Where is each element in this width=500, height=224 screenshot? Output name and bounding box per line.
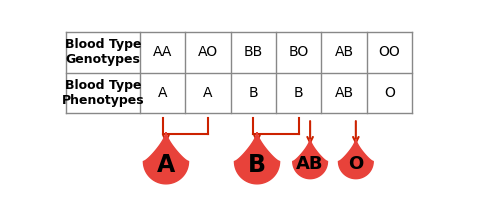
Text: O: O (348, 155, 364, 173)
Text: AA: AA (153, 45, 172, 59)
Polygon shape (144, 132, 188, 184)
Text: B: B (294, 86, 304, 100)
Text: OO: OO (378, 45, 400, 59)
Text: A: A (204, 86, 213, 100)
Text: Blood Type
Genotypes: Blood Type Genotypes (65, 38, 142, 66)
Text: AB: AB (334, 45, 353, 59)
Text: AO: AO (198, 45, 218, 59)
Text: AB: AB (334, 86, 353, 100)
Text: AB: AB (296, 155, 324, 173)
Text: O: O (384, 86, 395, 100)
Polygon shape (338, 139, 373, 179)
Text: B: B (248, 153, 266, 177)
Polygon shape (234, 132, 280, 184)
Text: B: B (248, 86, 258, 100)
Text: A: A (157, 153, 175, 177)
Polygon shape (293, 139, 328, 179)
Text: BO: BO (288, 45, 309, 59)
Text: BB: BB (244, 45, 263, 59)
Text: Blood Type
Phenotypes: Blood Type Phenotypes (62, 79, 144, 107)
Text: A: A (158, 86, 168, 100)
